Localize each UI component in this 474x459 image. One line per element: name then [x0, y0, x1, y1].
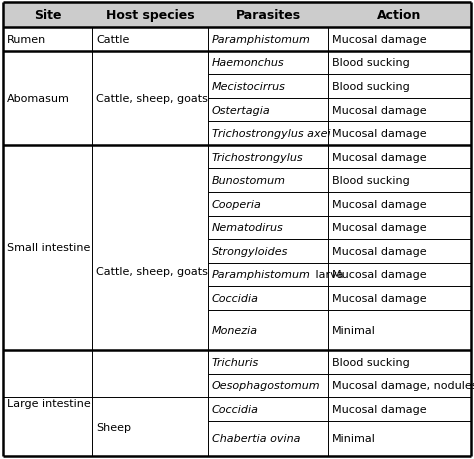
Text: Host species: Host species [106, 9, 194, 22]
Text: Paramphistomum: Paramphistomum [212, 270, 311, 280]
Text: Mucosal damage: Mucosal damage [332, 293, 427, 303]
Text: Mucosal damage: Mucosal damage [332, 129, 427, 139]
Text: Coccidia: Coccidia [212, 404, 259, 414]
Text: Minimal: Minimal [332, 433, 376, 443]
Text: Mucosal damage, nodules: Mucosal damage, nodules [332, 381, 474, 391]
Text: larva: larva [312, 270, 344, 280]
Text: Ostertagia: Ostertagia [212, 105, 271, 115]
Text: Cattle, sheep, goats: Cattle, sheep, goats [96, 94, 208, 103]
Text: Cattle, sheep, goats: Cattle, sheep, goats [96, 266, 208, 276]
Text: Mucosal damage: Mucosal damage [332, 223, 427, 233]
Text: Blood sucking: Blood sucking [332, 176, 410, 186]
Text: Mecistocirrus: Mecistocirrus [212, 82, 286, 92]
Text: Mucosal damage: Mucosal damage [332, 246, 427, 257]
Text: Rumen: Rumen [7, 35, 46, 45]
Text: Mucosal damage: Mucosal damage [332, 105, 427, 115]
Text: Sheep: Sheep [96, 422, 131, 431]
Text: Mucosal damage: Mucosal damage [332, 199, 427, 209]
Text: Site: Site [34, 9, 61, 22]
Text: Strongyloides: Strongyloides [212, 246, 288, 257]
Text: Mucosal damage: Mucosal damage [332, 35, 427, 45]
Text: Abomasum: Abomasum [7, 94, 70, 103]
Text: Trichostrongylus: Trichostrongylus [212, 152, 304, 162]
Text: Paramphistomum: Paramphistomum [212, 35, 311, 45]
Bar [3, 3, 471, 28]
Text: Blood sucking: Blood sucking [332, 82, 410, 92]
Text: Oesophagostomum: Oesophagostomum [212, 381, 320, 391]
Text: Cattle: Cattle [96, 35, 129, 45]
Text: Minimal: Minimal [332, 325, 376, 335]
Text: Nematodirus: Nematodirus [212, 223, 284, 233]
Text: Small intestine: Small intestine [7, 243, 91, 253]
Text: Mucosal damage: Mucosal damage [332, 404, 427, 414]
Text: Blood sucking: Blood sucking [332, 58, 410, 68]
Text: Coccidia: Coccidia [212, 293, 259, 303]
Text: Cooperia: Cooperia [212, 199, 262, 209]
Text: Action: Action [377, 9, 422, 22]
Text: Parasites: Parasites [236, 9, 301, 22]
Text: Monezia: Monezia [212, 325, 258, 335]
Text: Bunostomum: Bunostomum [212, 176, 286, 186]
Text: Large intestine: Large intestine [7, 398, 91, 408]
Text: Mucosal damage: Mucosal damage [332, 152, 427, 162]
Text: Trichuris: Trichuris [212, 357, 259, 367]
Text: Chabertia ovina: Chabertia ovina [212, 433, 301, 443]
Text: Blood sucking: Blood sucking [332, 357, 410, 367]
Text: Haemonchus: Haemonchus [212, 58, 284, 68]
Text: Trichostrongylus axei: Trichostrongylus axei [212, 129, 331, 139]
Text: Mucosal damage: Mucosal damage [332, 270, 427, 280]
